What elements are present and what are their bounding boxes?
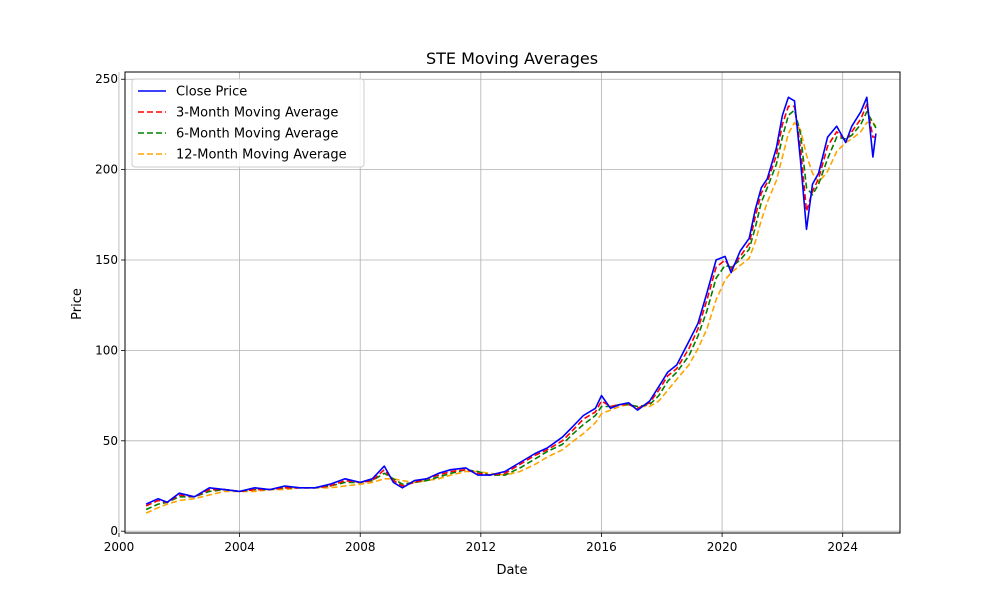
- series-lines: [145, 96, 877, 514]
- y-axis-label: Price: [70, 288, 85, 320]
- series-line-0: [145, 96, 877, 505]
- y-tick-label: 250: [95, 72, 118, 86]
- y-tick-label: 150: [95, 253, 118, 267]
- y-tick-label: 100: [95, 343, 118, 357]
- legend: Close Price 3-Month Moving Average 6-Month…: [131, 78, 365, 168]
- legend-label-1: 3-Month Moving Average: [176, 106, 338, 121]
- x-tick-label: 2012: [466, 540, 497, 554]
- x-tick-label: 2000: [104, 540, 135, 554]
- legend-label-0: Close Price: [176, 85, 247, 100]
- x-axis-label: Date: [496, 563, 527, 578]
- x-tick-label: 2004: [224, 540, 255, 554]
- legend-label-2: 6-Month Moving Average: [176, 127, 338, 142]
- y-axis: 0 50 100 150 200 250: [95, 72, 125, 538]
- x-tick-label: 2016: [586, 540, 617, 554]
- chart-title: STE Moving Averages: [426, 49, 598, 68]
- plot-frame: [124, 71, 901, 534]
- x-tick-label: 2024: [827, 540, 858, 554]
- x-axis: 2000 2004 2008 2012 2016 2020 2024: [104, 533, 858, 554]
- legend-box: [131, 78, 365, 168]
- x-tick-label: 2020: [707, 540, 738, 554]
- x-tick-label: 2008: [345, 540, 376, 554]
- y-tick-label: 50: [103, 434, 118, 448]
- y-tick-label: 0: [110, 524, 118, 538]
- legend-label-3: 12-Month Moving Average: [176, 148, 347, 163]
- y-tick-label: 200: [95, 163, 118, 177]
